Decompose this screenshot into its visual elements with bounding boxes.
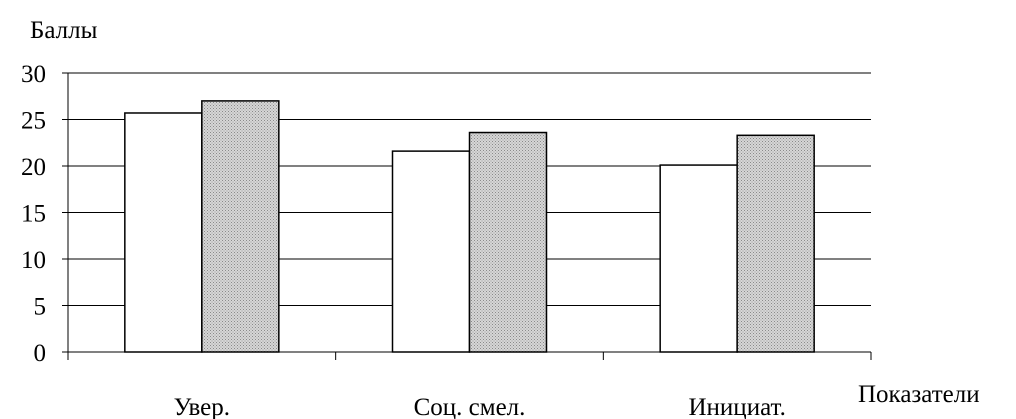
x-category-label: Соц. смел. <box>414 394 526 419</box>
y-axis-label: Баллы <box>30 17 98 44</box>
y-tick-label: 5 <box>34 294 47 321</box>
bar-series-1-2 <box>391 150 471 353</box>
y-tick-label: 15 <box>21 201 46 228</box>
bar-series-2-2 <box>468 131 548 353</box>
x-axis-label: Показатели <box>858 381 980 408</box>
bar-series-2-1 <box>201 100 280 353</box>
x-category-label: Увер. <box>174 394 230 419</box>
y-tick-label: 20 <box>21 154 46 181</box>
y-tick-label: 10 <box>21 247 46 274</box>
axes <box>67 73 872 360</box>
y-tick-label: 0 <box>34 340 47 367</box>
bar-series-2-3 <box>736 134 815 353</box>
x-axis-categories: Увер. Соц. смел. Инициат. <box>174 394 786 419</box>
bars <box>124 100 815 353</box>
x-category-label: Инициат. <box>689 394 786 419</box>
bar-series-1-3 <box>659 164 738 353</box>
y-tick-label: 30 <box>21 61 46 88</box>
y-tick-label: 25 <box>21 108 46 135</box>
y-axis-ticks: 0 5 10 15 20 25 30 <box>21 61 68 367</box>
bar-series-1-1 <box>124 112 203 353</box>
